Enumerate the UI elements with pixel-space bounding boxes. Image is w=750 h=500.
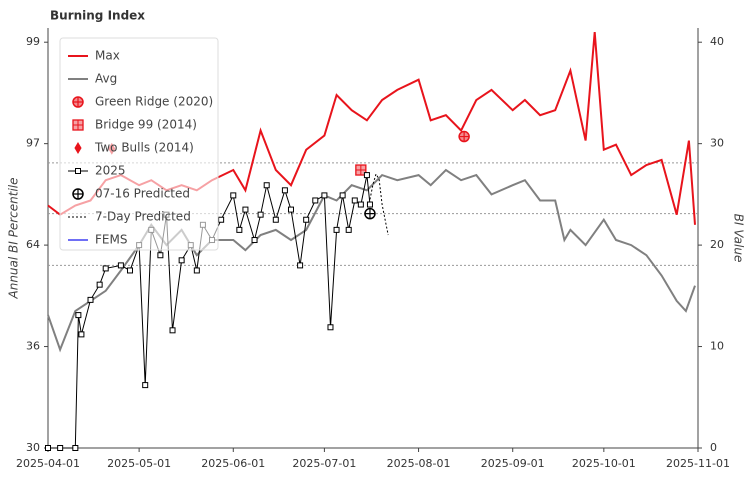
point-marker bbox=[178, 257, 185, 264]
point-marker bbox=[345, 226, 352, 233]
point-marker bbox=[242, 206, 249, 213]
legend-box bbox=[59, 37, 219, 251]
legend: Max Avg Green Ridge (2020) Bridge 99 (2014)… bbox=[59, 37, 219, 251]
point-marker bbox=[87, 296, 94, 303]
y2-axis-label: BI Value bbox=[732, 214, 746, 263]
point-marker bbox=[72, 119, 84, 131]
point-marker bbox=[72, 96, 84, 108]
legend-label: Bridge 99 (2014) bbox=[95, 118, 197, 132]
point-marker bbox=[355, 164, 367, 176]
point-marker bbox=[281, 187, 288, 194]
point-marker bbox=[169, 327, 176, 334]
y-tick-label: 99 bbox=[26, 35, 40, 48]
legend-label: 07-16 Predicted bbox=[95, 187, 190, 201]
series-line bbox=[369, 172, 389, 236]
point-marker bbox=[303, 216, 310, 223]
point-marker bbox=[333, 226, 340, 233]
point-marker bbox=[364, 207, 376, 220]
point-marker bbox=[321, 192, 328, 199]
legend-label: Green Ridge (2020) bbox=[95, 95, 213, 109]
y2-tick-label: 40 bbox=[710, 35, 724, 48]
point-marker bbox=[327, 324, 334, 331]
y2-tick-label: 30 bbox=[710, 137, 724, 150]
legend-label: Two Bulls (2014) bbox=[94, 141, 194, 155]
legend-label: FEMS bbox=[95, 233, 127, 247]
point-marker bbox=[142, 382, 149, 389]
x-tick-label: 2025-10-01 bbox=[572, 457, 636, 470]
point-marker bbox=[263, 182, 270, 189]
point-marker bbox=[102, 265, 109, 272]
point-marker bbox=[157, 252, 164, 259]
point-marker bbox=[230, 192, 237, 199]
x-tick-label: 2025-04-01 bbox=[16, 457, 80, 470]
point-marker bbox=[127, 267, 134, 274]
marker-cross bbox=[459, 131, 470, 142]
y2-tick-label: 10 bbox=[710, 340, 724, 353]
marker-cross bbox=[73, 97, 83, 107]
y2-tick-label: 0 bbox=[710, 441, 717, 454]
point-marker bbox=[218, 216, 225, 223]
chart-title: Burning Index bbox=[50, 9, 145, 23]
x-tick-label: 2025-07-01 bbox=[292, 457, 356, 470]
marker-cross bbox=[364, 208, 375, 219]
x-tick-label: 2025-08-01 bbox=[387, 457, 451, 470]
point-marker bbox=[339, 192, 346, 199]
y2-tick-label: 20 bbox=[710, 238, 724, 251]
legend-label: 2025 bbox=[95, 164, 126, 178]
point-marker bbox=[312, 197, 319, 204]
point-marker bbox=[78, 331, 85, 338]
legend-label: Avg bbox=[95, 72, 117, 86]
point-marker bbox=[72, 188, 84, 200]
point-marker bbox=[287, 206, 294, 213]
point-marker bbox=[57, 445, 64, 451]
point-marker bbox=[117, 262, 124, 269]
point-marker bbox=[351, 197, 358, 204]
y-tick-label: 64 bbox=[26, 238, 40, 251]
x-tick-label: 2025-05-01 bbox=[107, 457, 171, 470]
x-tick-label: 2025-09-01 bbox=[481, 457, 545, 470]
point-marker bbox=[366, 201, 373, 208]
point-marker bbox=[272, 216, 279, 223]
point-marker bbox=[297, 262, 304, 269]
point-marker bbox=[72, 445, 79, 451]
point-marker bbox=[357, 201, 364, 208]
point-marker bbox=[45, 445, 51, 451]
marker-cross bbox=[73, 120, 83, 130]
y-tick-label: 30 bbox=[26, 441, 40, 454]
point-marker bbox=[96, 281, 103, 288]
x-tick-label: 2025-11-01 bbox=[666, 457, 730, 470]
point-marker bbox=[74, 142, 82, 154]
point-marker bbox=[458, 130, 470, 143]
y-tick-label: 97 bbox=[26, 137, 40, 150]
y-axis-label: Annual BI Percentile bbox=[7, 177, 21, 299]
legend-label: 7-Day Predicted bbox=[95, 210, 191, 224]
x-tick-label: 2025-06-01 bbox=[201, 457, 265, 470]
point-marker bbox=[236, 226, 243, 233]
point-marker bbox=[251, 237, 258, 244]
y-tick-label: 36 bbox=[26, 340, 40, 353]
point-marker bbox=[257, 211, 264, 218]
marker-cross bbox=[355, 165, 366, 176]
point-marker bbox=[363, 172, 370, 179]
point-marker bbox=[75, 168, 81, 174]
marker-cross bbox=[73, 189, 83, 199]
point-marker bbox=[193, 267, 200, 274]
legend-label: Max bbox=[95, 49, 120, 63]
point-marker bbox=[75, 312, 82, 319]
